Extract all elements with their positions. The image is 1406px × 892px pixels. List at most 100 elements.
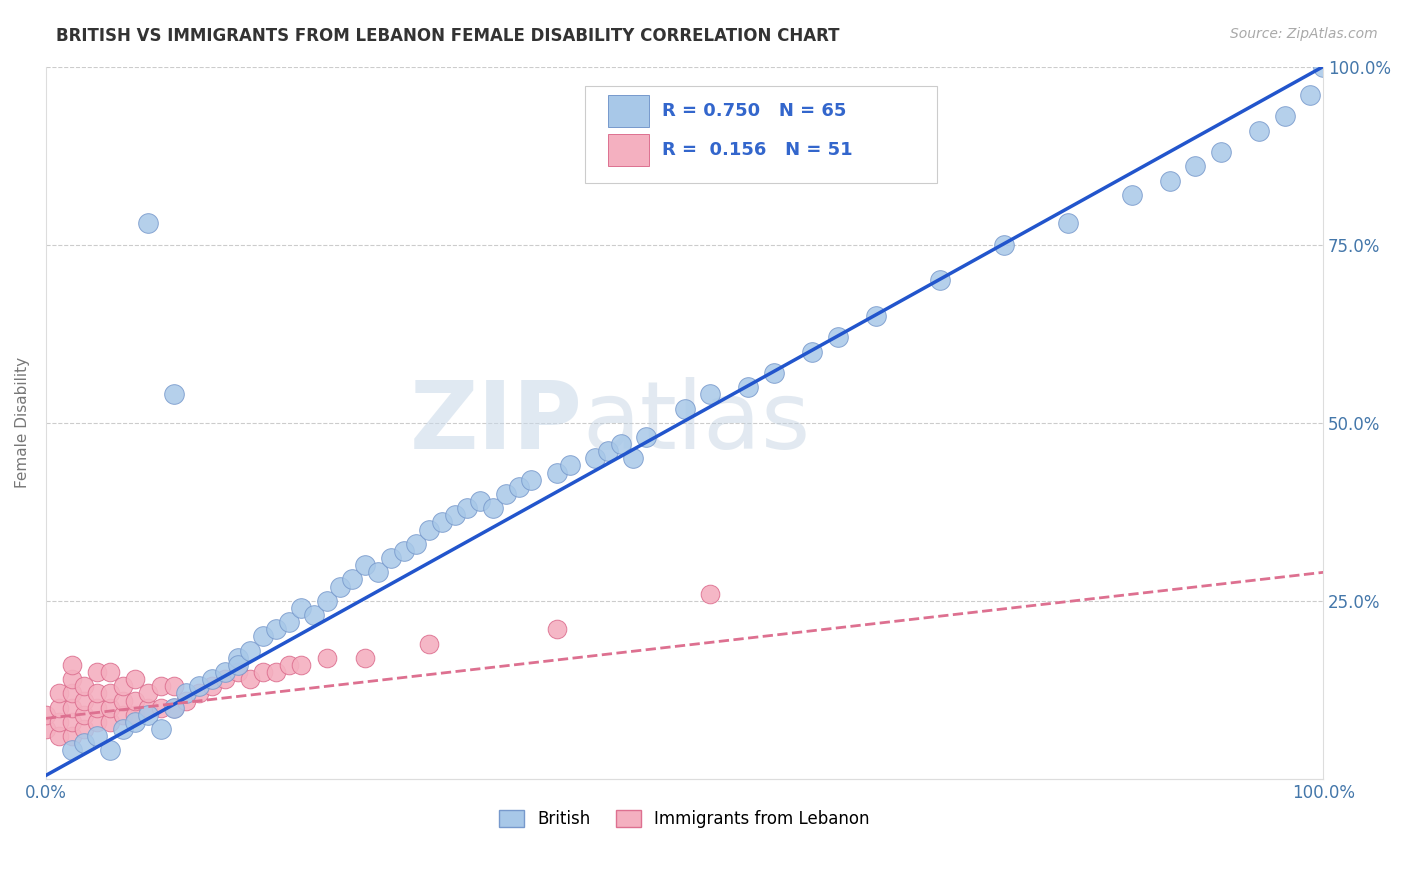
Point: [316, 650, 339, 665]
Point: [762, 366, 785, 380]
Point: [699, 587, 721, 601]
Point: [801, 344, 824, 359]
Point: [136, 686, 159, 700]
Point: [86, 729, 108, 743]
Point: [495, 487, 517, 501]
Point: [993, 237, 1015, 252]
Point: [214, 665, 236, 679]
Point: [520, 473, 543, 487]
Point: [60, 729, 83, 743]
Point: [329, 580, 352, 594]
Point: [201, 672, 224, 686]
Text: ZIP: ZIP: [409, 376, 582, 469]
Point: [60, 714, 83, 729]
Point: [98, 686, 121, 700]
Point: [111, 707, 134, 722]
Point: [1056, 216, 1078, 230]
Point: [136, 700, 159, 714]
Text: atlas: atlas: [582, 376, 811, 469]
Point: [111, 722, 134, 736]
Point: [1159, 173, 1181, 187]
Point: [48, 700, 70, 714]
Point: [609, 437, 631, 451]
Point: [149, 722, 172, 736]
Point: [418, 523, 440, 537]
Point: [136, 216, 159, 230]
Point: [73, 722, 96, 736]
Point: [508, 480, 530, 494]
Point: [60, 672, 83, 686]
Point: [98, 665, 121, 679]
Point: [176, 693, 198, 707]
Point: [239, 643, 262, 657]
Point: [342, 573, 364, 587]
Point: [1249, 124, 1271, 138]
Point: [136, 707, 159, 722]
Point: [188, 686, 211, 700]
Point: [48, 686, 70, 700]
Point: [546, 466, 568, 480]
Point: [188, 679, 211, 693]
Point: [163, 700, 186, 714]
Point: [1209, 145, 1232, 159]
Point: [392, 544, 415, 558]
Point: [124, 672, 146, 686]
Point: [623, 451, 645, 466]
Point: [302, 608, 325, 623]
Point: [226, 657, 249, 672]
Point: [264, 623, 287, 637]
Point: [73, 736, 96, 750]
Point: [354, 650, 377, 665]
Point: [546, 623, 568, 637]
Point: [290, 601, 312, 615]
Point: [73, 707, 96, 722]
Text: R = 0.750   N = 65: R = 0.750 N = 65: [662, 102, 846, 120]
Point: [73, 679, 96, 693]
Point: [60, 657, 83, 672]
Text: Source: ZipAtlas.com: Source: ZipAtlas.com: [1230, 27, 1378, 41]
Point: [163, 700, 186, 714]
Point: [86, 686, 108, 700]
Point: [865, 309, 887, 323]
Text: BRITISH VS IMMIGRANTS FROM LEBANON FEMALE DISABILITY CORRELATION CHART: BRITISH VS IMMIGRANTS FROM LEBANON FEMAL…: [56, 27, 839, 45]
Point: [60, 700, 83, 714]
Point: [226, 650, 249, 665]
Point: [163, 679, 186, 693]
Point: [558, 458, 581, 473]
Point: [470, 494, 492, 508]
Point: [430, 516, 453, 530]
Point: [252, 665, 274, 679]
Point: [456, 501, 478, 516]
Point: [290, 657, 312, 672]
Point: [482, 501, 505, 516]
Point: [1274, 110, 1296, 124]
Point: [86, 700, 108, 714]
Point: [277, 615, 299, 630]
Point: [1312, 60, 1334, 74]
Point: [60, 743, 83, 757]
Point: [60, 686, 83, 700]
Point: [124, 693, 146, 707]
Y-axis label: Female Disability: Female Disability: [15, 357, 30, 488]
Point: [201, 679, 224, 693]
FancyBboxPatch shape: [585, 86, 938, 183]
Point: [98, 700, 121, 714]
Point: [48, 714, 70, 729]
Point: [1299, 88, 1322, 103]
Legend: British, Immigrants from Lebanon: British, Immigrants from Lebanon: [492, 803, 876, 835]
Point: [596, 444, 619, 458]
Point: [35, 722, 58, 736]
Point: [929, 273, 952, 287]
Point: [226, 665, 249, 679]
Point: [124, 714, 146, 729]
Point: [86, 665, 108, 679]
Point: [380, 551, 402, 566]
Point: [354, 558, 377, 573]
FancyBboxPatch shape: [607, 95, 648, 128]
Point: [1184, 159, 1206, 173]
Point: [48, 729, 70, 743]
Point: [699, 387, 721, 401]
Point: [418, 636, 440, 650]
Point: [98, 714, 121, 729]
Point: [316, 594, 339, 608]
